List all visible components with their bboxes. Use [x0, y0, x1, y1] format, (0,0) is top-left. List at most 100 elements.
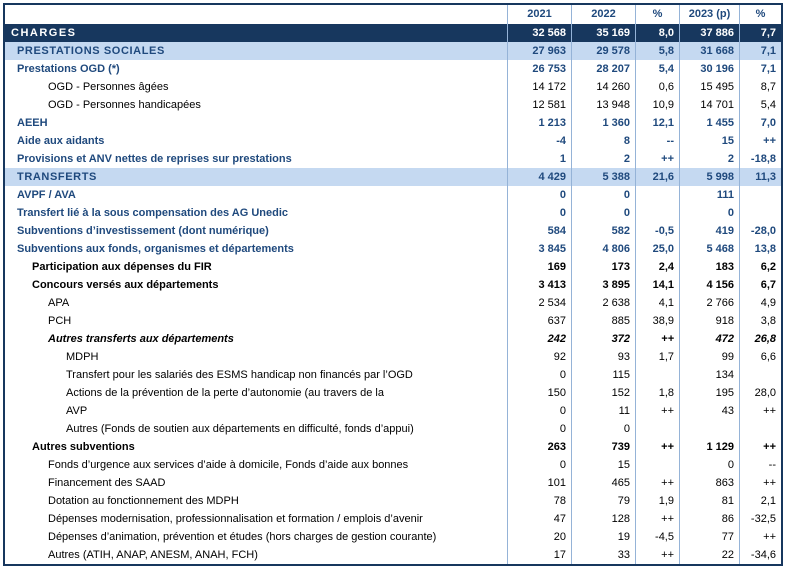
cell-value: 12 581 — [507, 96, 571, 114]
row-label: TRANSFERTS — [17, 171, 97, 183]
cell-value: 92 — [507, 348, 571, 366]
cell-value: 0 — [571, 420, 635, 438]
charges-financial-table: 2021 2022 % 2023 (p) % CHARGES 32 568 35 1… — [3, 3, 783, 566]
cell-value: 79 — [571, 492, 635, 510]
cell-value: 419 — [679, 222, 739, 240]
table-row: Dotation au fonctionnement des MDPH 78 79 1… — [5, 492, 781, 510]
cell-value: 33 — [571, 546, 635, 564]
table-row: PCH 637 885 38,9 918 3,8 — [5, 312, 781, 330]
cell-value: 739 — [571, 438, 635, 456]
cell-value: -4 — [507, 132, 571, 150]
table-row: AVPF / AVA 0 0 111 — [5, 186, 781, 204]
cell-value: 2,4 — [635, 258, 679, 276]
cell-value — [635, 366, 679, 384]
table-row: Financement des SAAD 101 465 ++ 863 ++ — [5, 474, 781, 492]
cell-value: 11 — [571, 402, 635, 420]
table-row: Subventions d’investissement (dont numér… — [5, 222, 781, 240]
cell-value: 134 — [679, 366, 739, 384]
table-row: Autres subventions 263 739 ++ 1 129 ++ — [5, 438, 781, 456]
cell-value: 32 568 — [507, 24, 571, 42]
row-label: Autres subventions — [32, 441, 135, 453]
table-row: Provisions et ANV nettes de reprises sur… — [5, 150, 781, 168]
cell-value: 38,9 — [635, 312, 679, 330]
cell-value: 4 156 — [679, 276, 739, 294]
column-header-2022: 2022 — [571, 5, 635, 24]
cell-value: 4,9 — [739, 294, 781, 312]
cell-value: ++ — [739, 474, 781, 492]
cell-value: 77 — [679, 528, 739, 546]
cell-value: 242 — [507, 330, 571, 348]
cell-value: 1 455 — [679, 114, 739, 132]
cell-value: 14 172 — [507, 78, 571, 96]
table-row: Autres (Fonds de soutien aux département… — [5, 420, 781, 438]
cell-value: 26 753 — [507, 60, 571, 78]
table-row: PRESTATIONS SOCIALES 27 963 29 578 5,8 31 66… — [5, 42, 781, 60]
cell-value: 35 169 — [571, 24, 635, 42]
cell-value: 21,6 — [635, 168, 679, 186]
row-label: CHARGES — [11, 27, 77, 39]
cell-value: -- — [635, 132, 679, 150]
cell-value: 6,6 — [739, 348, 781, 366]
cell-value: 27 963 — [507, 42, 571, 60]
table-row: Transfert lié à la sous compensation des… — [5, 204, 781, 222]
cell-value: ++ — [739, 132, 781, 150]
cell-value: 2,1 — [739, 492, 781, 510]
cell-value: 10,9 — [635, 96, 679, 114]
cell-value: 0 — [507, 204, 571, 222]
cell-value: 8,7 — [739, 78, 781, 96]
cell-value: 3 845 — [507, 240, 571, 258]
cell-value: ++ — [635, 330, 679, 348]
cell-value: 8 — [571, 132, 635, 150]
table-row: OGD - Personnes handicapées 12 581 13 948 1… — [5, 96, 781, 114]
cell-value: 15 — [571, 456, 635, 474]
cell-value: 14 701 — [679, 96, 739, 114]
cell-value: 2 — [679, 150, 739, 168]
cell-value: 195 — [679, 384, 739, 402]
cell-value: 183 — [679, 258, 739, 276]
cell-value: 1 360 — [571, 114, 635, 132]
cell-value — [739, 204, 781, 222]
cell-value: -0,5 — [635, 222, 679, 240]
cell-value: 1,8 — [635, 384, 679, 402]
table-row: AEEH 1 213 1 360 12,1 1 455 7,0 — [5, 114, 781, 132]
cell-value: 14,1 — [635, 276, 679, 294]
cell-value: 15 495 — [679, 78, 739, 96]
cell-value: 99 — [679, 348, 739, 366]
cell-value — [679, 420, 739, 438]
row-label: Subventions aux fonds, organismes et dép… — [17, 243, 294, 255]
cell-value: 28 207 — [571, 60, 635, 78]
cell-value: 2 — [571, 150, 635, 168]
cell-value: 93 — [571, 348, 635, 366]
table-row: Autres (ATIH, ANAP, ANESM, ANAH, FCH) 17 3… — [5, 546, 781, 564]
table-row: TRANSFERTS 4 429 5 388 21,6 5 998 11,3 — [5, 168, 781, 186]
cell-value: 582 — [571, 222, 635, 240]
cell-value: 6,7 — [739, 276, 781, 294]
cell-value: 0 — [679, 456, 739, 474]
cell-value: 30 196 — [679, 60, 739, 78]
cell-value: 128 — [571, 510, 635, 528]
table-row: Transfert pour les salariés des ESMS han… — [5, 366, 781, 384]
cell-value: 0 — [507, 402, 571, 420]
cell-value: 465 — [571, 474, 635, 492]
cell-value: -4,5 — [635, 528, 679, 546]
cell-value: 263 — [507, 438, 571, 456]
cell-value: 78 — [507, 492, 571, 510]
row-label: OGD - Personnes âgées — [48, 81, 169, 93]
cell-value: 11,3 — [739, 168, 781, 186]
cell-value: 4 429 — [507, 168, 571, 186]
cell-value: -18,8 — [739, 150, 781, 168]
row-label: PRESTATIONS SOCIALES — [17, 45, 165, 57]
row-label: OGD - Personnes handicapées — [48, 99, 201, 111]
table-row: Participation aux dépenses du FIR 169 173 2… — [5, 258, 781, 276]
cell-value: ++ — [739, 438, 781, 456]
cell-value: -32,5 — [739, 510, 781, 528]
cell-value: 169 — [507, 258, 571, 276]
cell-value: ++ — [635, 438, 679, 456]
row-label: Aide aux aidants — [17, 135, 105, 147]
cell-value: 3 895 — [571, 276, 635, 294]
cell-value: 3,8 — [739, 312, 781, 330]
table-row: Subventions aux fonds, organismes et dép… — [5, 240, 781, 258]
cell-value: 4 806 — [571, 240, 635, 258]
cell-value: 2 638 — [571, 294, 635, 312]
cell-value: 26,8 — [739, 330, 781, 348]
